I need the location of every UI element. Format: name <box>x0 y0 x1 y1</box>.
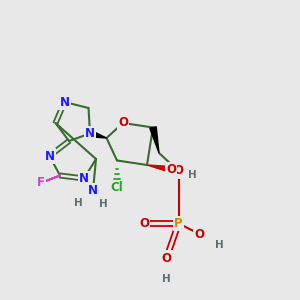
Text: Cl: Cl <box>111 181 123 194</box>
Text: F: F <box>37 176 44 190</box>
Text: P: P <box>174 217 183 230</box>
Text: N: N <box>44 149 55 163</box>
Text: H: H <box>214 239 224 250</box>
Text: O: O <box>139 217 149 230</box>
Polygon shape <box>89 130 106 138</box>
Text: O: O <box>161 251 172 265</box>
Text: N: N <box>85 127 95 140</box>
Text: H: H <box>188 170 196 181</box>
Text: O: O <box>118 116 128 130</box>
Polygon shape <box>147 165 172 172</box>
Text: N: N <box>79 172 89 185</box>
Text: H: H <box>162 274 171 284</box>
Text: O: O <box>173 164 184 178</box>
Text: H: H <box>74 197 82 208</box>
Text: O: O <box>166 163 176 176</box>
Polygon shape <box>150 127 159 153</box>
Text: N: N <box>59 95 70 109</box>
Text: N: N <box>88 184 98 197</box>
Text: H: H <box>99 199 108 209</box>
Text: O: O <box>194 227 205 241</box>
